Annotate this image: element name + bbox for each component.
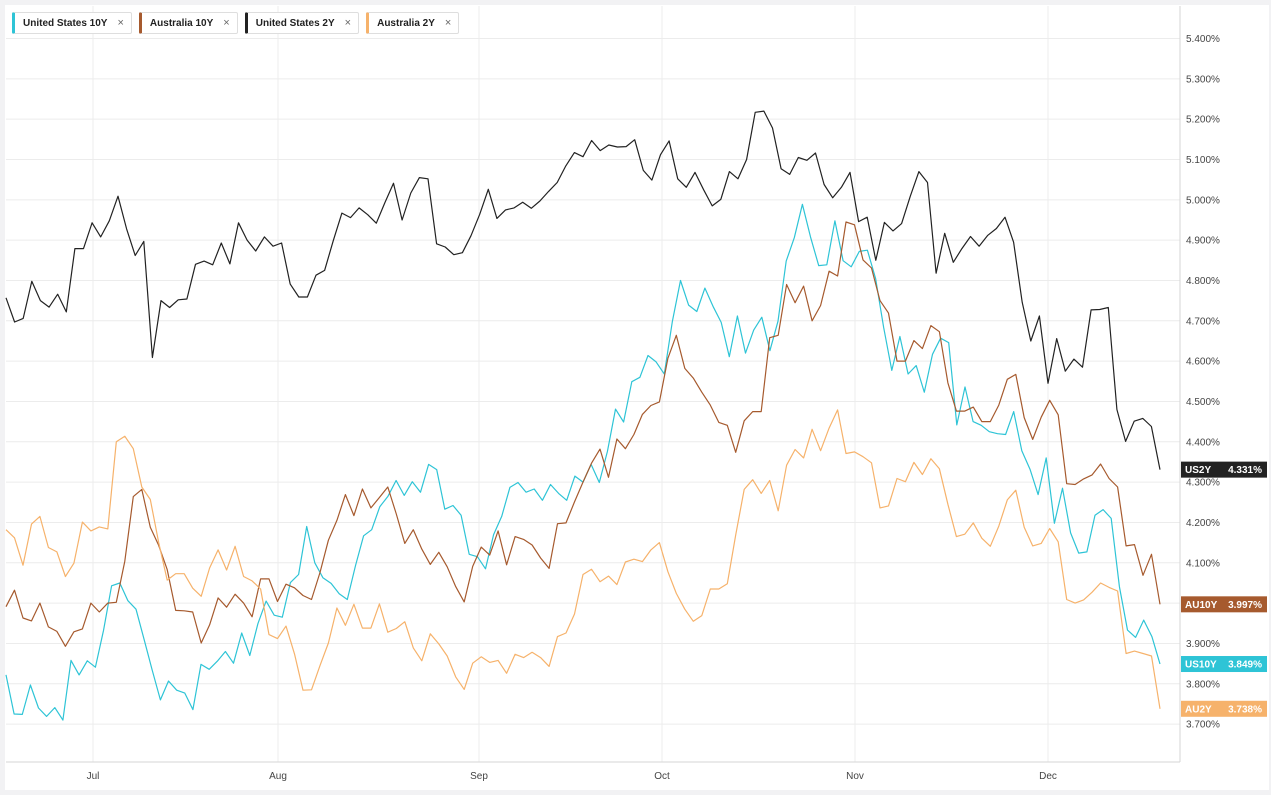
badge-name-au2y: AU2Y: [1185, 704, 1212, 715]
y-tick-label: 4.200%: [1186, 518, 1220, 529]
value-badge-us10y: [1181, 656, 1267, 673]
badge-name-au10y: AU10Y: [1185, 600, 1218, 611]
x-tick-label: Nov: [846, 771, 864, 782]
close-icon[interactable]: ×: [117, 17, 124, 29]
legend-chip-au-2y[interactable]: Australia 2Y ×: [366, 12, 460, 34]
legend-chip-au-10y[interactable]: Australia 10Y ×: [138, 12, 238, 34]
value-badge-us2y: [1181, 461, 1267, 478]
close-icon[interactable]: ×: [344, 17, 352, 29]
badge-value-us10y: 3.849%: [1228, 660, 1262, 671]
legend-label-us-10y: United States 10Y: [23, 17, 108, 29]
x-tick-label: Jul: [87, 771, 100, 782]
close-icon[interactable]: ×: [444, 17, 452, 29]
x-tick-label: Oct: [654, 771, 670, 782]
y-tick-label: 4.900%: [1186, 236, 1220, 247]
y-tick-label: 4.600%: [1186, 357, 1220, 368]
y-tick-label: 4.300%: [1186, 478, 1220, 489]
badge-value-us2y: 4.331%: [1228, 465, 1262, 476]
y-tick-label: 5.200%: [1186, 115, 1220, 126]
badge-name-us2y: US2Y: [1185, 465, 1211, 476]
legend-label-au-2y: Australia 2Y: [377, 17, 435, 29]
y-tick-label: 4.500%: [1186, 397, 1220, 408]
close-icon[interactable]: ×: [223, 17, 230, 29]
y-tick-label: 5.300%: [1186, 74, 1220, 85]
legend-chip-us-2y[interactable]: United States 2Y ×: [244, 12, 360, 34]
y-tick-label: 4.700%: [1186, 316, 1220, 327]
x-tick-label: Aug: [269, 771, 287, 782]
x-tick-label: Sep: [470, 771, 488, 782]
series-line-au2y: [5, 409, 1161, 709]
y-tick-label: 5.100%: [1186, 155, 1220, 166]
legend-chip-us-10y[interactable]: United States 10Y ×: [12, 12, 132, 34]
badge-value-au10y: 3.997%: [1228, 600, 1262, 611]
series-line-us2y: [5, 110, 1161, 470]
legend-label-us-2y: United States 2Y: [255, 17, 335, 29]
y-tick-label: 3.900%: [1186, 639, 1220, 650]
y-tick-label: 3.800%: [1186, 679, 1220, 690]
y-tick-label: 4.100%: [1186, 558, 1220, 569]
series-line-us10y: [5, 203, 1161, 721]
legend: United States 10Y × Australia 10Y × Unit…: [12, 12, 460, 34]
y-tick-label: 4.400%: [1186, 437, 1220, 448]
y-tick-label: 5.400%: [1186, 34, 1220, 45]
value-badge-au10y: [1181, 596, 1267, 613]
y-tick-label: 3.700%: [1186, 720, 1220, 731]
y-tick-label: 5.000%: [1186, 195, 1220, 206]
plot-panel: [5, 5, 1269, 790]
legend-label-au-10y: Australia 10Y: [149, 17, 214, 29]
y-tick-label: 4.800%: [1186, 276, 1220, 287]
badge-value-au2y: 3.738%: [1228, 704, 1262, 715]
badge-name-us10y: US10Y: [1185, 660, 1217, 671]
series-line-au10y: [5, 221, 1161, 647]
x-tick-label: Dec: [1039, 771, 1057, 782]
value-badge-au2y: [1181, 700, 1267, 717]
